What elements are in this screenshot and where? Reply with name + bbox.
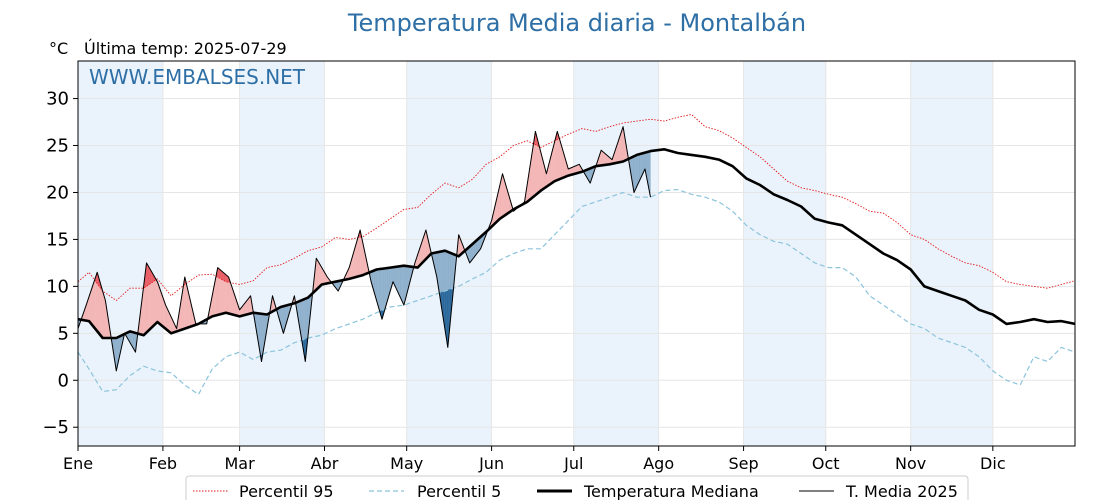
- x-tick-label: Jun: [478, 454, 504, 473]
- month-band: [743, 61, 826, 446]
- y-tick-label: −5: [42, 417, 69, 438]
- y-tick-label: 5: [58, 323, 69, 344]
- series-line-p95: [77, 114, 1076, 301]
- legend-label-p95: Percentil 95: [239, 482, 334, 500]
- legend-label-p5: Percentil 5: [417, 482, 501, 500]
- x-tick-label: Oct: [812, 454, 840, 473]
- month-shading: [78, 61, 993, 446]
- legend-box: [185, 475, 969, 500]
- x-tick-label: Feb: [149, 454, 177, 473]
- x-tick-label: May: [390, 454, 423, 473]
- plot-frame: [77, 60, 1076, 447]
- legend: Percentil 95 Percentil 5 Temperatura Med…: [185, 475, 969, 500]
- x-tick-label: Ene: [63, 454, 93, 473]
- series-line-p5: [77, 189, 1076, 395]
- x-tick-label: Ago: [643, 454, 674, 473]
- last-temp-label: Última temp: 2025-07-29: [84, 39, 287, 58]
- chart-title: Temperatura Media diaria - Montalbán: [347, 9, 806, 37]
- y-tick-label: 0: [58, 370, 69, 391]
- x-tick-label: Mar: [225, 454, 256, 473]
- series-line-2025: [77, 126, 651, 372]
- x-tick-label: Abr: [311, 454, 339, 473]
- month-band: [573, 61, 659, 446]
- legend-label-current: T. Media 2025: [845, 482, 958, 500]
- y-tick-label: 15: [46, 229, 69, 250]
- y-tick-label: 20: [46, 182, 69, 203]
- month-band: [78, 61, 163, 446]
- x-tick-label: Sep: [729, 454, 759, 473]
- x-tick-label: Nov: [895, 454, 926, 473]
- y-tick-label: 10: [46, 276, 69, 297]
- x-tick-label: Jul: [563, 454, 583, 473]
- y-tick-label: 30: [46, 89, 69, 110]
- x-axis-ticks: Ene Feb Mar Abr May Jun Jul Ago Sep Oct Nov Dic: [63, 446, 1006, 473]
- month-band: [239, 61, 325, 446]
- x-tick-label: Dic: [980, 454, 1006, 473]
- y-unit-label: °C: [49, 39, 68, 58]
- series-line-median: [77, 148, 1076, 340]
- month-band: [910, 61, 993, 446]
- series-lines: [77, 114, 1076, 395]
- watermark: WWW.EMBALSES.NET: [89, 65, 306, 89]
- legend-label-median: Temperatura Mediana: [583, 482, 759, 500]
- y-tick-label: 25: [46, 136, 69, 157]
- below-median-fill: [649, 150, 651, 198]
- y-axis-ticks: −5 0 5 10 15 20 25 30: [42, 89, 78, 438]
